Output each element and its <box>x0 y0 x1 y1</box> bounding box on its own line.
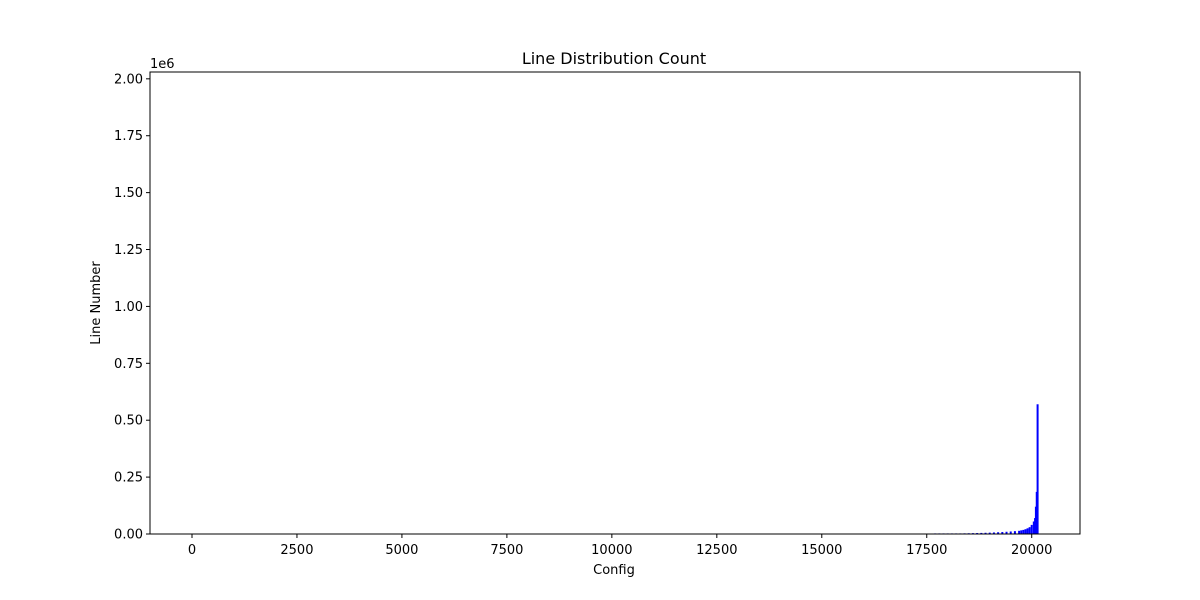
bar-series <box>934 404 1039 534</box>
bar <box>997 532 1000 534</box>
y-tick-label: 0.25 <box>114 471 143 486</box>
y-axis-title: Line Number <box>89 261 104 345</box>
y-tick-label: 1.00 <box>114 300 143 315</box>
bar <box>980 532 983 534</box>
x-tick-label: 20000 <box>1011 543 1052 558</box>
x-tick-label: 7500 <box>490 543 523 558</box>
y-tick-label: 2.00 <box>114 72 143 87</box>
y-tick-label: 0.00 <box>114 528 143 543</box>
bar <box>1020 530 1023 534</box>
plot-frame <box>149 71 1081 535</box>
bar <box>1001 532 1004 534</box>
y-tick-label: 0.50 <box>114 414 143 429</box>
x-tick-label: 17500 <box>906 543 947 558</box>
bar <box>1013 531 1016 534</box>
x-tick-label: 15000 <box>801 543 842 558</box>
x-tick-label: 2500 <box>280 543 313 558</box>
x-tick-label: 12500 <box>696 543 737 558</box>
chart-title: Line Distribution Count <box>522 49 706 68</box>
bar <box>1030 524 1033 534</box>
y-tick-label: 1.25 <box>114 243 143 258</box>
bar <box>1036 404 1039 534</box>
bar <box>1024 529 1027 534</box>
y-tick-label: 1.75 <box>114 129 143 144</box>
bar <box>992 532 995 534</box>
bar <box>1022 529 1025 534</box>
y-offset-label: 1e6 <box>150 57 175 72</box>
bar <box>988 532 991 534</box>
x-tick-label: 5000 <box>385 543 418 558</box>
x-axis-ticks: 0 2500 5000 7500 10000 12500 15000 17500 20000 <box>188 534 1052 558</box>
bar <box>1005 531 1008 534</box>
bar <box>1028 527 1031 534</box>
bar <box>1032 521 1035 534</box>
bar <box>1026 528 1029 534</box>
y-tick-label: 1.50 <box>114 186 143 201</box>
bar <box>1009 531 1012 534</box>
bar <box>1018 530 1021 534</box>
x-axis-title: Config <box>593 563 635 578</box>
y-tick-label: 0.75 <box>114 357 143 372</box>
y-axis-ticks: 0.00 0.25 0.50 0.75 1.00 1.25 1.50 1.75 2.00 <box>114 72 150 543</box>
x-tick-label: 10000 <box>591 543 632 558</box>
x-tick-label: 0 <box>188 543 196 558</box>
bar <box>984 532 987 534</box>
